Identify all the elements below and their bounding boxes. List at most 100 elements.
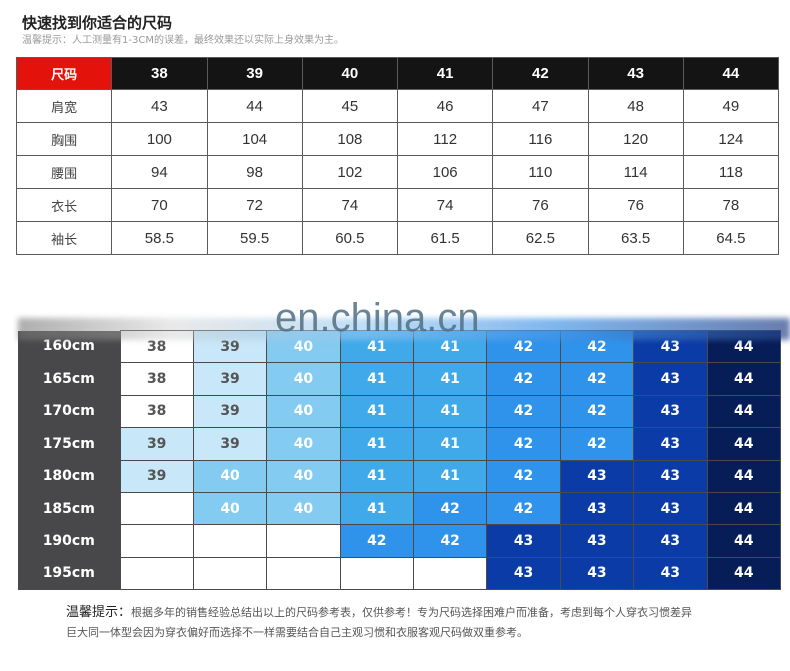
size-cell: 42: [559, 362, 635, 396]
footer-note: 温馨提示：根据多年的销售经验总结出以上的尺码参考表，仅供参考！专为尺码选择困难户…: [66, 603, 786, 643]
cell: 118: [682, 155, 780, 189]
size-cell: [192, 524, 268, 558]
size-cell: 41: [412, 394, 488, 429]
height-label: 170cm: [18, 395, 120, 429]
cell: 100: [111, 122, 208, 156]
row-label: 胸围: [15, 122, 113, 156]
size-header: 40: [301, 57, 399, 90]
table-row: 袖长 58.5 59.5 60.5 61.5 62.5 63.5 64.5: [15, 221, 780, 255]
size-cell: 41: [339, 394, 415, 429]
size-cell: 42: [339, 524, 415, 558]
size-cell: 43: [486, 556, 561, 591]
height-row: 170cm 38 39 40 41 41 42 42 43 44: [18, 394, 781, 429]
size-cell: [412, 556, 488, 591]
size-cell: 44: [706, 427, 781, 461]
watermark: en.china.cn: [275, 296, 480, 340]
cell: 78: [682, 188, 780, 222]
footer-note-line2: 巨大同一体型会因为穿衣偏好而选择不一样需要结合自己主观习惯和衣服客观尺码做双重参…: [66, 626, 528, 639]
size-cell: 43: [633, 556, 708, 591]
cell: 48: [587, 89, 684, 123]
size-cell: 42: [486, 459, 561, 493]
size-cell: 39: [119, 459, 194, 493]
table-row: 胸围 100 104 108 112 116 120 124: [15, 122, 780, 156]
size-cell: 42: [486, 362, 561, 396]
size-cell: 44: [706, 524, 781, 558]
cell: 44: [206, 89, 303, 123]
cell: 46: [396, 89, 494, 123]
size-cell: 41: [339, 427, 415, 461]
size-cell: 40: [192, 459, 268, 493]
size-corner-label: 尺码: [15, 57, 113, 90]
size-cell: 39: [192, 362, 268, 396]
height-label: 195cm: [18, 557, 120, 591]
size-cell: 43: [559, 524, 635, 558]
size-header: 38: [111, 57, 208, 90]
size-cell: 42: [412, 491, 488, 526]
size-cell: 40: [192, 491, 268, 526]
cell: 106: [396, 155, 494, 189]
height-row: 175cm 39 39 40 41 41 42 42 43 44: [18, 427, 781, 461]
size-cell: 44: [706, 459, 781, 493]
size-header: 44: [682, 57, 780, 90]
cell: 114: [587, 155, 684, 189]
height-row: 195cm 43 43 43 44: [18, 556, 781, 591]
size-cell: 42: [486, 491, 561, 526]
cell: 120: [587, 122, 684, 156]
cell: 63.5: [587, 221, 684, 255]
cell: 108: [301, 122, 399, 156]
cell: 49: [682, 89, 780, 123]
cell: 74: [396, 188, 494, 222]
size-cell: 41: [412, 459, 488, 493]
height-label: 175cm: [18, 427, 120, 461]
cell: 64.5: [682, 221, 780, 255]
cell: 43: [111, 89, 208, 123]
cell: 124: [682, 122, 780, 156]
cell: 98: [206, 155, 303, 189]
cell: 112: [396, 122, 494, 156]
size-measurements-table: 尺码 38 39 40 41 42 43 44 肩宽 43 44 45 46 4…: [15, 57, 780, 255]
size-cell: 41: [339, 459, 415, 493]
size-cell: 42: [486, 394, 561, 429]
size-cell: 40: [266, 491, 341, 526]
size-header-row: 尺码 38 39 40 41 42 43 44: [15, 57, 780, 90]
size-cell: 40: [266, 427, 341, 461]
measurement-tip: 温馨提示：人工测量有1-3CM的误差，最终效果还以实际上身效果为主。: [22, 35, 344, 46]
blurred-header-band: [18, 318, 790, 340]
cell: 72: [206, 188, 303, 222]
cell: 116: [492, 122, 589, 156]
size-cell: [266, 556, 341, 591]
height-label: 190cm: [18, 524, 120, 558]
size-cell: 43: [559, 491, 635, 526]
table-row: 衣长 70 72 74 74 76 76 78: [15, 188, 780, 222]
cell: 61.5: [396, 221, 494, 255]
size-cell: 38: [119, 394, 194, 429]
size-cell: 40: [266, 394, 341, 429]
cell: 45: [301, 89, 399, 123]
size-cell: 42: [559, 427, 635, 461]
cell: 62.5: [492, 221, 589, 255]
row-label: 肩宽: [15, 89, 113, 123]
cell: 104: [206, 122, 303, 156]
size-cell: 41: [412, 362, 488, 396]
height-label: 180cm: [18, 460, 120, 493]
size-cell: 43: [633, 524, 708, 558]
size-cell: 41: [412, 427, 488, 461]
size-header: 39: [206, 57, 303, 90]
cell: 110: [492, 155, 589, 189]
height-size-table: 160cm 38 39 40 41 41 42 42 43 44 165cm 38 39 40 41 41 42…: [18, 329, 781, 591]
size-cell: [192, 556, 268, 591]
size-cell: 39: [192, 394, 268, 429]
cell: 60.5: [301, 221, 399, 255]
size-cell: 43: [486, 524, 561, 558]
footer-note-line1: 根据多年的销售经验总结出以上的尺码参考表，仅供参考！专为尺码选择困难户而准备，考…: [131, 606, 693, 619]
size-header: 42: [492, 57, 589, 90]
size-cell: 38: [119, 362, 194, 396]
cell: 76: [587, 188, 684, 222]
size-cell: 43: [559, 556, 635, 591]
size-cell: 44: [706, 394, 781, 429]
size-cell: 43: [633, 491, 708, 526]
size-cell: 39: [119, 427, 194, 461]
cell: 58.5: [111, 221, 208, 255]
size-cell: 43: [633, 362, 708, 396]
cell: 47: [492, 89, 589, 123]
